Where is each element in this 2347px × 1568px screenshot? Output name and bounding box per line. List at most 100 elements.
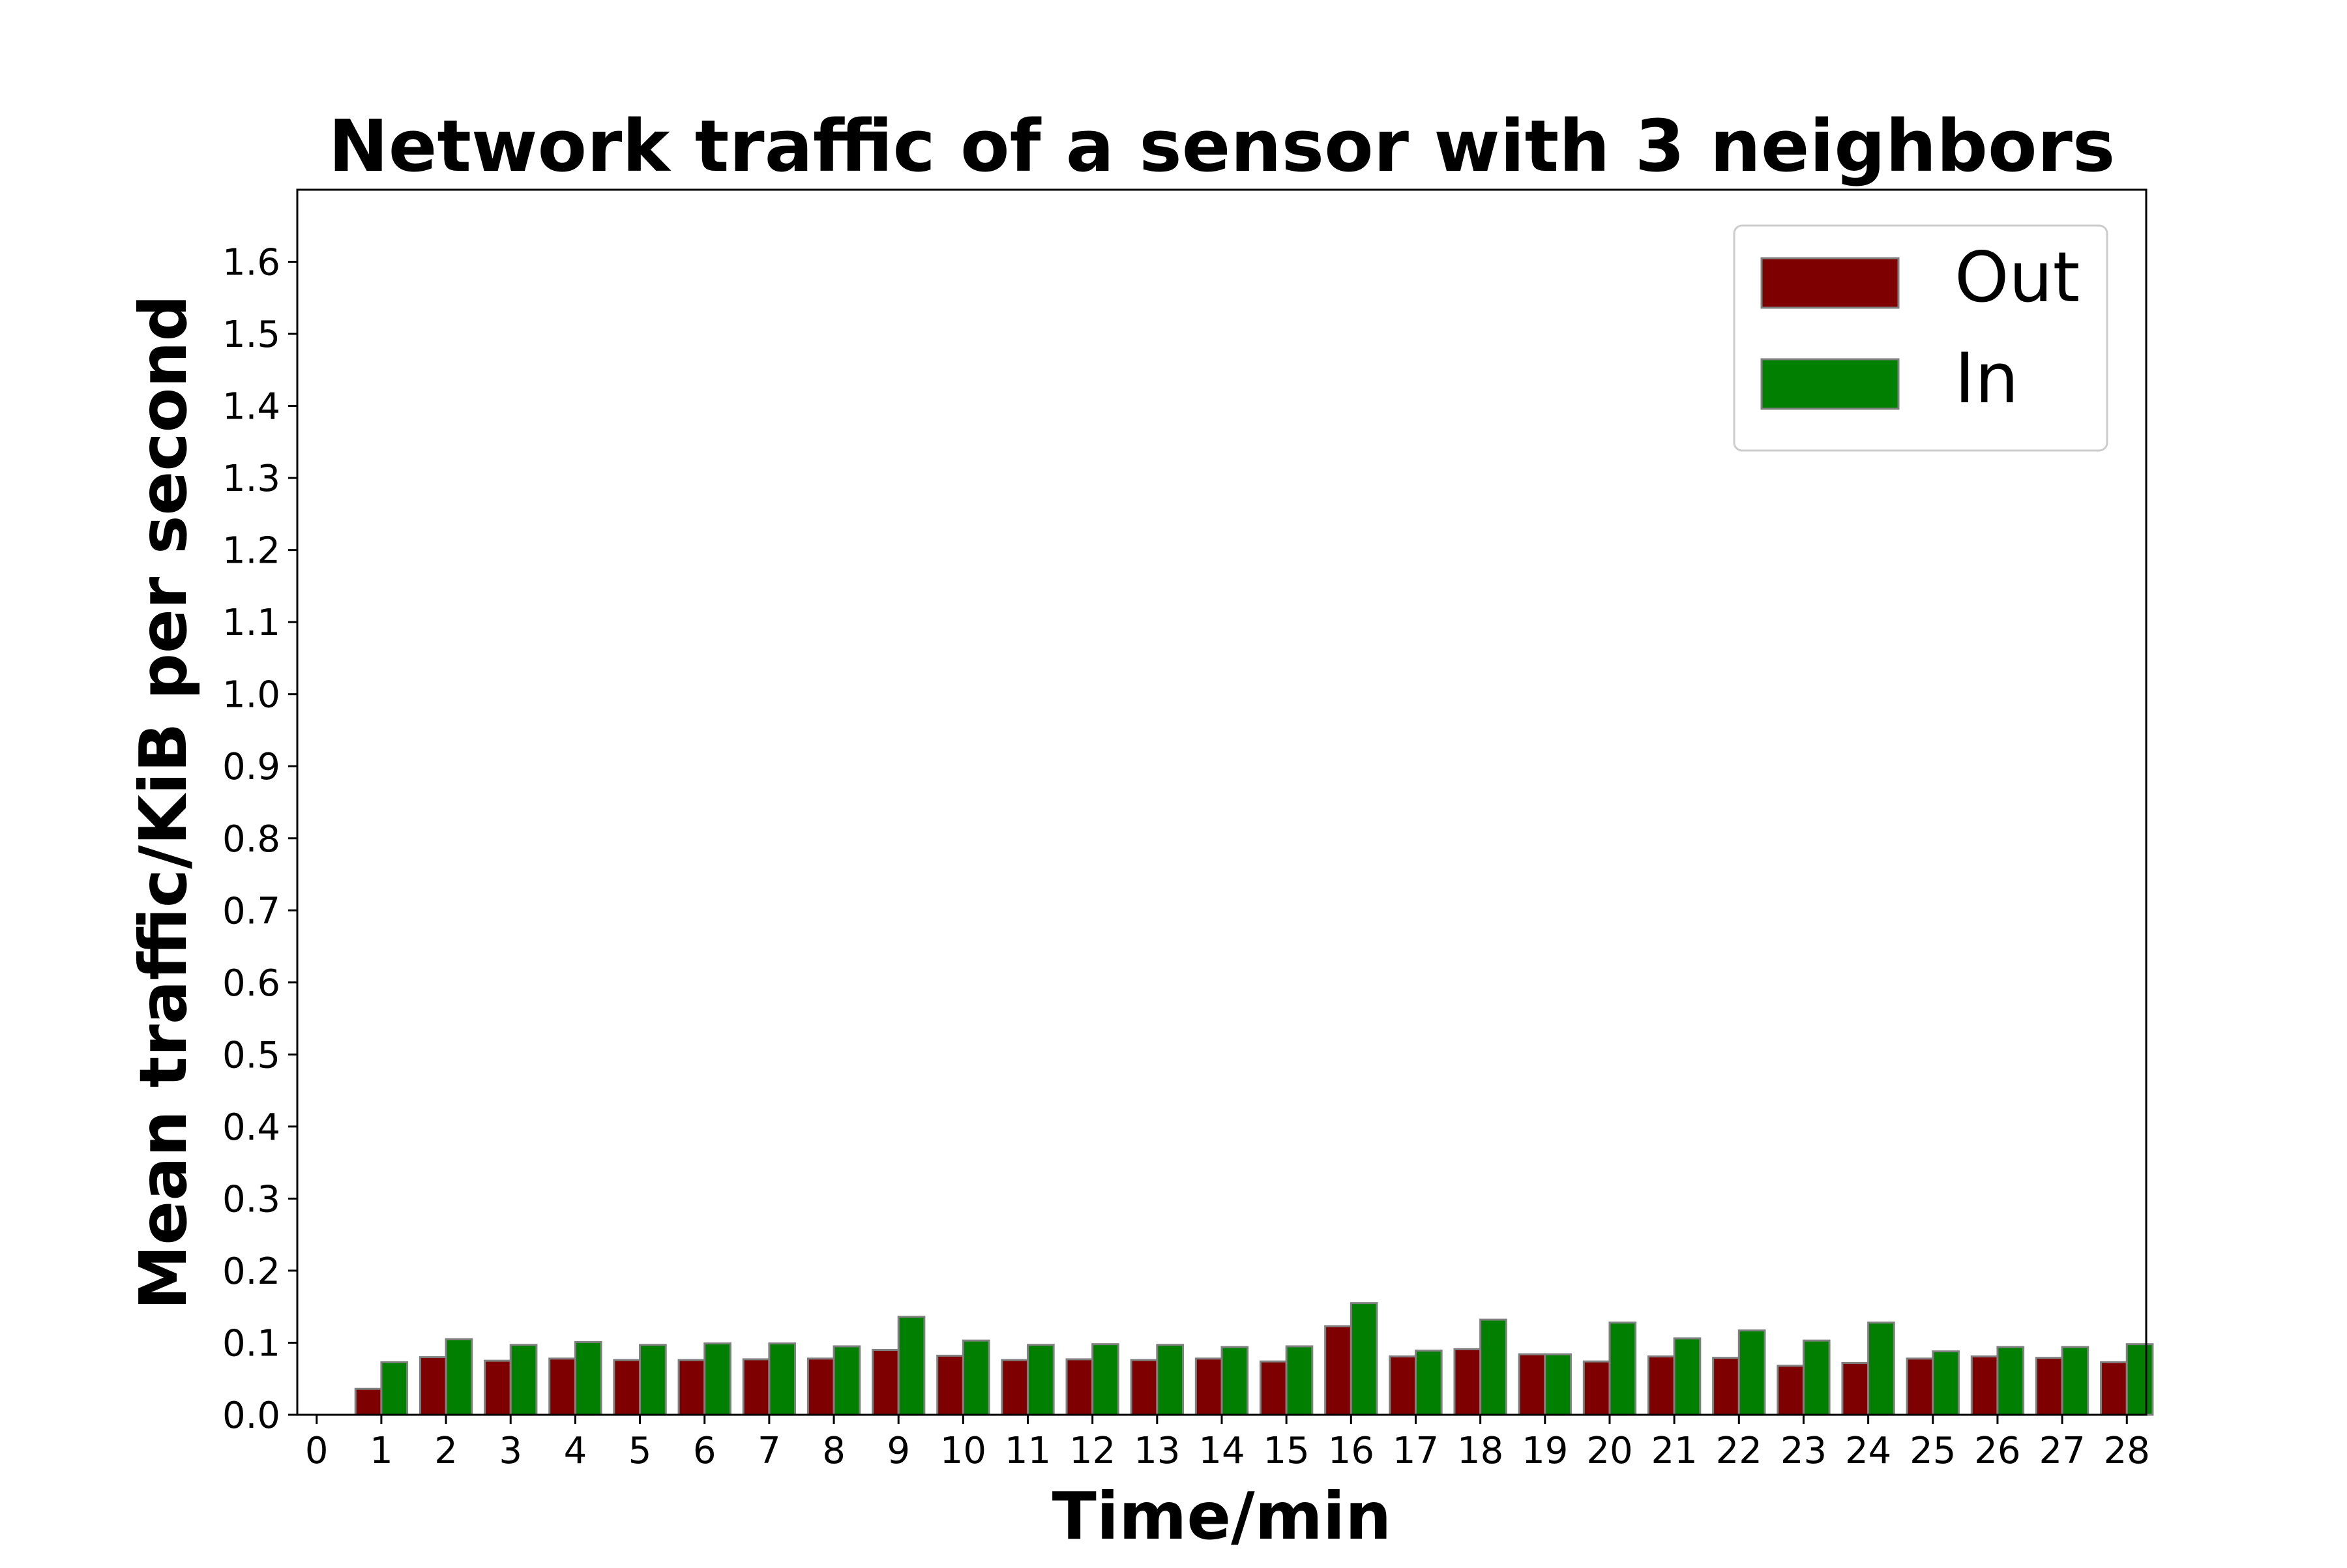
y-tick-label: 1.6 xyxy=(222,242,280,284)
y-tick-label: 0.3 xyxy=(222,1178,280,1220)
legend: Out In xyxy=(1733,224,2108,452)
x-tick-label: 19 xyxy=(1522,1430,1568,1472)
x-tick-label: 5 xyxy=(628,1430,652,1472)
x-tick-label: 12 xyxy=(1069,1430,1115,1472)
bar-out-20 xyxy=(1582,1360,1611,1416)
bar-out-16 xyxy=(1324,1325,1352,1416)
bar-out-27 xyxy=(2035,1357,2063,1416)
bar-out-18 xyxy=(1453,1348,1482,1416)
bar-in-25 xyxy=(1932,1350,1960,1416)
x-tick-label: 0 xyxy=(305,1430,329,1472)
bar-out-21 xyxy=(1647,1355,1675,1416)
bar-out-3 xyxy=(484,1359,512,1416)
bar-in-8 xyxy=(833,1345,861,1416)
bar-in-5 xyxy=(639,1344,667,1416)
bar-out-12 xyxy=(1065,1358,1094,1416)
y-tick-label: 0.1 xyxy=(222,1322,280,1365)
bars-layer xyxy=(354,1302,2154,1416)
y-axis: 0.0 0.1 0.2 0.3 0.4 0.5 0.6 0.7 0.8 0.9 1.0 1.1 1.2 1… xyxy=(222,242,297,1437)
bar-in-13 xyxy=(1156,1344,1185,1416)
x-tick-label: 7 xyxy=(758,1430,781,1472)
bar-out-5 xyxy=(613,1359,642,1416)
bar-in-6 xyxy=(703,1342,731,1416)
y-tick-label: 1.1 xyxy=(222,602,280,644)
bar-out-10 xyxy=(936,1354,964,1416)
legend-label-out: Out xyxy=(1955,237,2080,318)
bar-out-8 xyxy=(806,1357,835,1416)
x-tick-label: 21 xyxy=(1651,1430,1697,1472)
chart-title: Network traffic of a sensor with 3 neigh… xyxy=(329,104,2116,188)
bar-in-3 xyxy=(509,1344,538,1416)
x-tick-label: 23 xyxy=(1780,1430,1827,1472)
x-tick-label: 27 xyxy=(2039,1430,2085,1472)
bar-out-1 xyxy=(354,1387,383,1416)
bar-out-24 xyxy=(1841,1361,1870,1416)
bar-out-2 xyxy=(419,1356,447,1416)
y-tick-label: 1.2 xyxy=(222,530,280,572)
bar-out-19 xyxy=(1518,1353,1546,1416)
bar-in-1 xyxy=(380,1361,409,1416)
legend-swatch-out xyxy=(1760,257,1900,309)
x-tick-label: 1 xyxy=(370,1430,393,1472)
y-tick-label: 1.5 xyxy=(222,314,280,356)
x-tick-label: 9 xyxy=(887,1430,910,1472)
bar-out-9 xyxy=(872,1349,900,1416)
y-tick-label: 0.7 xyxy=(222,890,280,932)
x-tick-label: 10 xyxy=(940,1430,986,1472)
y-tick-label: 0.5 xyxy=(222,1034,280,1076)
bar-out-22 xyxy=(1712,1357,1740,1416)
bar-out-26 xyxy=(1970,1355,1999,1416)
bar-out-17 xyxy=(1389,1355,1417,1416)
bar-out-4 xyxy=(548,1357,576,1416)
bar-in-23 xyxy=(1802,1339,1831,1416)
y-tick-label: 0.8 xyxy=(222,818,280,861)
legend-label-in: In xyxy=(1955,338,2018,419)
bar-in-28 xyxy=(2125,1343,2154,1416)
bar-in-17 xyxy=(1414,1350,1443,1416)
bar-out-23 xyxy=(1777,1365,1805,1416)
x-tick-label: 4 xyxy=(564,1430,587,1472)
x-tick-label: 13 xyxy=(1134,1430,1180,1472)
bar-in-20 xyxy=(1608,1322,1637,1416)
bar-in-2 xyxy=(445,1338,473,1416)
x-tick-label: 14 xyxy=(1198,1430,1245,1472)
bar-in-7 xyxy=(768,1342,797,1416)
bar-out-11 xyxy=(1001,1359,1029,1416)
x-tick-label: 6 xyxy=(693,1430,716,1472)
x-tick-label: 28 xyxy=(2104,1430,2150,1472)
x-tick-label: 25 xyxy=(1910,1430,1956,1472)
bar-in-21 xyxy=(1673,1337,1702,1416)
y-tick-label: 1.0 xyxy=(222,674,280,717)
x-tick-label: 2 xyxy=(434,1430,458,1472)
y-tick-label: 0.2 xyxy=(222,1250,280,1293)
bar-in-4 xyxy=(574,1340,602,1416)
bar-in-19 xyxy=(1544,1353,1572,1416)
y-axis-label: Mean traffic/KiB per second xyxy=(125,295,201,1310)
bar-in-9 xyxy=(897,1316,926,1416)
y-tick-label: 0.0 xyxy=(222,1395,280,1437)
bar-out-13 xyxy=(1130,1359,1159,1416)
x-tick-label: 22 xyxy=(1716,1430,1762,1472)
y-tick-label: 1.3 xyxy=(222,458,280,500)
bar-out-28 xyxy=(2100,1361,2128,1416)
bar-out-14 xyxy=(1194,1357,1223,1416)
bar-in-24 xyxy=(1867,1322,1895,1416)
x-tick-label: 3 xyxy=(499,1430,522,1472)
x-tick-label: 20 xyxy=(1586,1430,1632,1472)
bar-in-15 xyxy=(1285,1345,1314,1416)
x-tick-label: 8 xyxy=(822,1430,846,1472)
y-tick-label: 1.4 xyxy=(222,386,280,428)
bar-in-10 xyxy=(962,1339,990,1416)
bar-in-12 xyxy=(1091,1343,1119,1416)
bar-in-27 xyxy=(2061,1346,2089,1416)
bar-in-26 xyxy=(1996,1346,2025,1416)
x-tick-label: 17 xyxy=(1393,1430,1439,1472)
bar-in-16 xyxy=(1350,1302,1378,1416)
x-tick-label: 15 xyxy=(1263,1430,1310,1472)
bar-in-11 xyxy=(1027,1344,1055,1416)
x-tick-label: 11 xyxy=(1005,1430,1051,1472)
bar-out-6 xyxy=(677,1359,706,1416)
x-tick-label: 16 xyxy=(1328,1430,1374,1472)
x-tick-label: 24 xyxy=(1845,1430,1891,1472)
